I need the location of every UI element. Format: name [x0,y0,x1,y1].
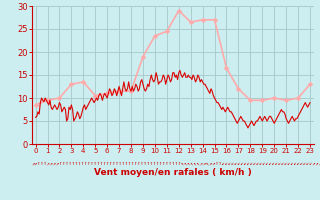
X-axis label: Vent moyen/en rafales ( km/h ): Vent moyen/en rafales ( km/h ) [94,168,252,177]
Text: ↗↗↑↑↑↗↗↗↗↑↑↑↑↑↑↑↑↑↑↑↑↑↑↑↑↑↑↑↑↑↑↑↑↑↑↑↑↑↑↑↑↑↑↑↑↑↑↑↖↖↖↖↖↖↗↗↖↗↗↑↑↙↙↙↙↙↙↙↙↙↙↙↙↙↙↙↙↙↙↙: ↗↗↑↑↑↗↗↗↗↑↑↑↑↑↑↑↑↑↑↑↑↑↑↑↑↑↑↑↑↑↑↑↑↑↑↑↑↑↑↑… [32,162,320,167]
